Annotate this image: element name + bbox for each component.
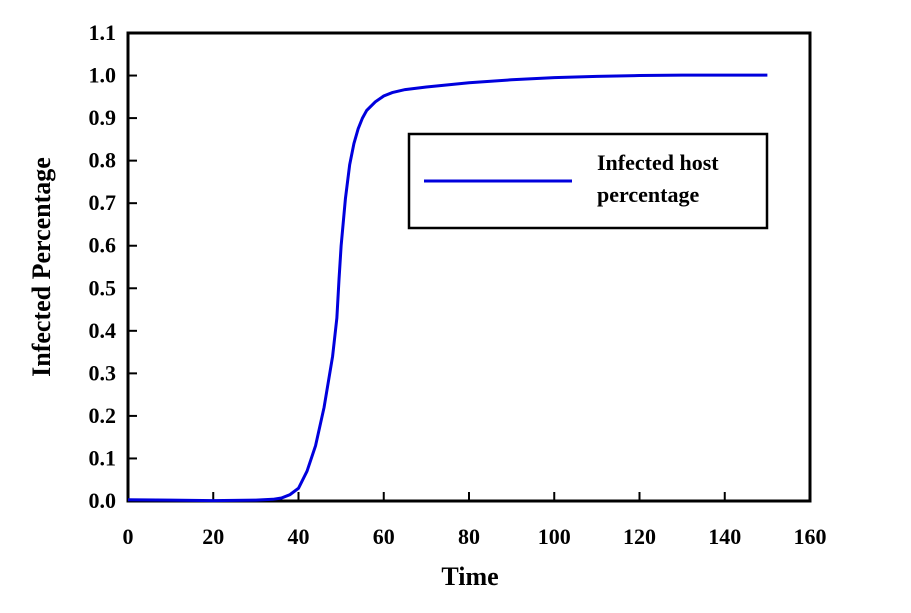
x-tick-label: 160	[794, 524, 827, 549]
x-tick-label: 20	[202, 524, 224, 549]
x-tick-label: 40	[288, 524, 310, 549]
y-tick-label: 0.6	[89, 233, 117, 258]
y-tick-label: 0.5	[89, 275, 117, 300]
x-tick-label: 100	[538, 524, 571, 549]
plot-area	[126, 31, 812, 503]
y-tick-label: 1.1	[89, 20, 117, 45]
legend-label: Infected host percentage	[597, 150, 719, 207]
x-tick-label: 140	[708, 524, 741, 549]
x-tick-label: 60	[373, 524, 395, 549]
x-axis-title: Time	[441, 562, 498, 591]
x-axis: 0 20 40 60 80 100 120 140 160	[123, 492, 827, 549]
y-axis: 0.0 0.1 0.2 0.3 0.4 0.5 0.6 0.7 0.8 0.9 1.0 1.1	[89, 20, 137, 513]
y-tick-label: 0.4	[89, 318, 117, 343]
y-axis-title: Infected Percentage	[27, 157, 56, 377]
legend: Infected host percentage	[407, 132, 769, 230]
y-tick-label: 0.1	[89, 445, 117, 470]
y-tick-label: 0.3	[89, 360, 117, 385]
x-tick-label: 120	[623, 524, 656, 549]
x-tick-label: 0	[123, 524, 134, 549]
y-tick-label: 0.0	[89, 488, 117, 513]
y-tick-label: 0.8	[89, 148, 117, 173]
y-tick-label: 0.7	[89, 190, 117, 215]
y-tick-label: 0.2	[89, 403, 117, 428]
series-line-infected-host-percentage	[127, 73, 768, 503]
x-tick-label: 80	[458, 524, 480, 549]
y-tick-label: 1.0	[89, 63, 117, 88]
y-tick-label: 0.9	[89, 105, 117, 130]
